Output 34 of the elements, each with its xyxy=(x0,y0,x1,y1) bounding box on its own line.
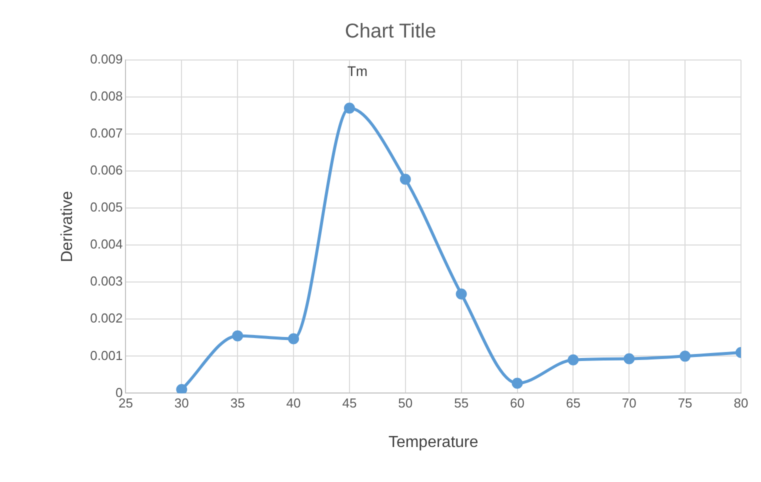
y-tick-label: 0.004 xyxy=(90,236,123,252)
y-tick-label: 0.008 xyxy=(90,88,123,104)
x-tick-label: 45 xyxy=(342,396,357,411)
point xyxy=(232,330,244,342)
y-tick-label: 0.009 xyxy=(90,52,123,67)
y-axis-title: Derivative xyxy=(59,190,76,262)
x-tick-label: 35 xyxy=(230,396,245,411)
point xyxy=(624,353,635,364)
point xyxy=(288,333,300,344)
x-tick-label: 50 xyxy=(398,396,413,411)
x-tick-label: 70 xyxy=(622,396,636,411)
point xyxy=(176,384,188,394)
annotation: Tm xyxy=(347,62,368,79)
chart-title: Chart Title xyxy=(344,20,436,43)
point xyxy=(344,102,355,114)
y-tick-label: 0.001 xyxy=(90,348,123,363)
y-tick-label: 0.003 xyxy=(90,274,123,289)
point xyxy=(400,174,411,185)
y-tick-label: 0.005 xyxy=(90,200,123,215)
x-tick-label: 65 xyxy=(566,396,580,411)
x-axis-title: Temperature xyxy=(388,434,478,451)
point xyxy=(568,354,579,366)
point xyxy=(512,378,523,389)
x-tick-label: 75 xyxy=(678,396,692,411)
x-tick-label: 40 xyxy=(286,396,301,411)
y-tick-label: 0.007 xyxy=(90,126,123,141)
x-tick-label: 80 xyxy=(734,396,748,411)
x-tick-label: 55 xyxy=(454,396,469,411)
y-tick-label: 0.006 xyxy=(90,162,123,178)
x-tick-label: 60 xyxy=(510,396,524,411)
x-tick-label: 30 xyxy=(174,396,189,411)
point xyxy=(680,350,691,362)
point xyxy=(456,288,467,300)
y-tick-label: 0.002 xyxy=(90,310,123,326)
